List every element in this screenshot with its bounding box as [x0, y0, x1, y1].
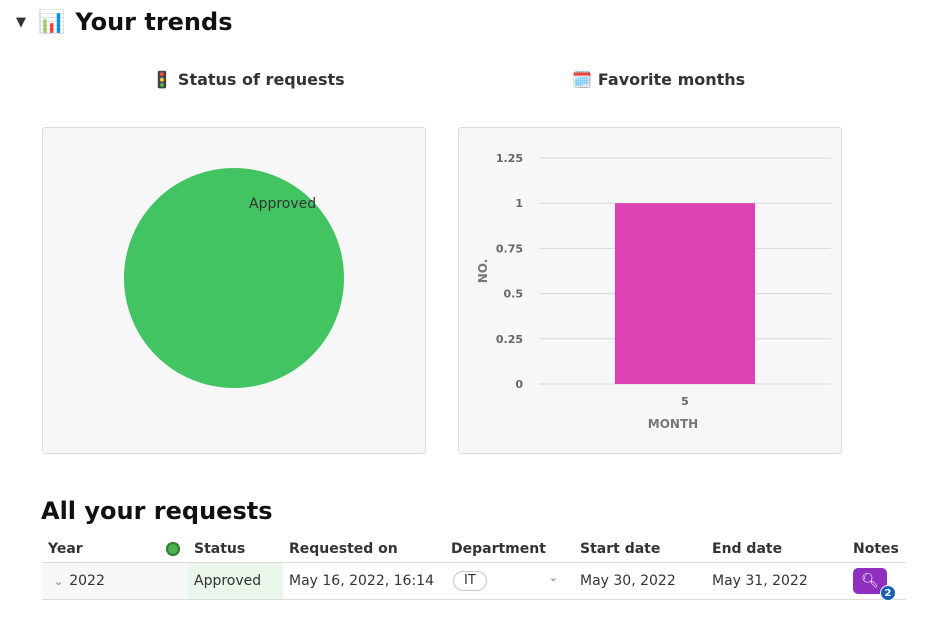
zoom-icon: 🔍︎	[861, 572, 879, 589]
year-value: 2022	[69, 572, 105, 589]
y-tick-label: 1	[515, 197, 523, 210]
y-tick-label: 0.5	[504, 288, 524, 301]
table-header-row: Year Status Requested on Department Star…	[42, 536, 906, 563]
column-header-notes[interactable]: Notes	[847, 536, 906, 563]
pie-leader-line	[230, 167, 237, 199]
column-header-department[interactable]: Department	[445, 536, 574, 563]
y-tick-label: 0.75	[496, 242, 523, 255]
y-tick-label: 0	[515, 378, 523, 391]
spacer-cell	[160, 562, 188, 600]
notes-cell[interactable]: 🔍︎ 2	[847, 562, 906, 601]
section-title: Your trends	[75, 8, 233, 36]
end-date-cell[interactable]: May 31, 2022	[706, 562, 847, 600]
chevron-down-icon[interactable]: ⌄	[54, 574, 64, 588]
column-header-status[interactable]: Status	[188, 536, 283, 563]
bar	[614, 203, 756, 384]
bar-chart-card: 0 0.25 0.5 0.75 1 1.25 5 MONTH NO.	[458, 127, 842, 454]
section-header[interactable]: ▼ 📊 Your trends	[16, 6, 232, 38]
requests-table: Year Status Requested on Department Star…	[42, 536, 906, 601]
bar-chart-title: 🗓️ Favorite months	[572, 70, 745, 89]
pie-slice-label: Approved	[249, 196, 316, 212]
pie-chart-title: 🚦 Status of requests	[152, 70, 345, 89]
pie-chart-title-text: Status of requests	[177, 70, 345, 89]
green-circle-icon	[166, 541, 180, 556]
y-tick-label: 1.25	[496, 152, 523, 165]
department-cell[interactable]: IT ⌄	[445, 562, 574, 600]
bar-chart: 0 0.25 0.5 0.75 1 1.25 5 MONTH NO.	[476, 152, 831, 431]
table-title: All your requests	[41, 497, 273, 525]
x-axis-label: MONTH	[648, 417, 698, 431]
notes-count-badge: 2	[880, 584, 896, 601]
column-header-start-date[interactable]: Start date	[574, 536, 706, 563]
bar-chart-title-text: Favorite months	[597, 70, 746, 89]
column-header-end-date[interactable]: End date	[706, 536, 847, 563]
column-header-year[interactable]: Year	[42, 536, 160, 563]
column-header-status-icon	[160, 536, 188, 563]
bar-chart-icon: 📊	[38, 9, 66, 35]
requested-on-cell[interactable]: May 16, 2022, 16:14	[283, 562, 445, 600]
pie-slice	[124, 168, 344, 388]
pie-chart-card: Approved	[42, 127, 426, 454]
status-cell[interactable]: Approved	[188, 562, 283, 600]
y-axis-label: NO.	[476, 259, 490, 284]
collapse-caret-icon[interactable]: ▼	[16, 14, 26, 30]
table-row[interactable]: ⌄ 2022 Approved May 16, 2022, 16:14 IT ⌄ …	[42, 562, 906, 601]
x-tick-label: 5	[681, 395, 689, 408]
pie-chart: Approved	[124, 167, 344, 388]
chevron-down-icon[interactable]: ⌄	[548, 570, 558, 584]
department-tag: IT	[453, 570, 487, 591]
notes-button[interactable]: 🔍︎ 2	[853, 567, 896, 601]
start-date-cell[interactable]: May 30, 2022	[574, 562, 706, 600]
y-tick-label: 0.25	[496, 333, 523, 346]
year-cell[interactable]: ⌄ 2022	[42, 562, 160, 600]
traffic-light-icon: 🚦	[152, 70, 172, 89]
column-header-requested-on[interactable]: Requested on	[283, 536, 445, 563]
calendar-icon: 🗓️	[572, 70, 592, 89]
